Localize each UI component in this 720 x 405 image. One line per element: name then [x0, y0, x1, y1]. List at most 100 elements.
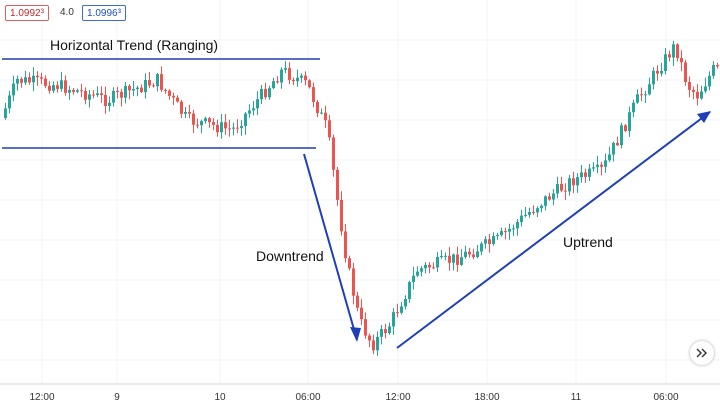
candle-up	[636, 94, 639, 103]
candle-up	[708, 75, 711, 87]
sell-price-button[interactable]: 1.0992³	[5, 5, 49, 21]
candle-down	[228, 128, 231, 130]
candle-up	[480, 243, 483, 252]
candle-up	[540, 205, 543, 209]
candle-down	[360, 307, 363, 320]
uptrend-label: Uptrend	[563, 234, 613, 250]
candle-up	[268, 88, 271, 98]
candle-down	[168, 90, 171, 96]
candle-down	[428, 264, 431, 268]
uptrend-arrow	[396, 111, 711, 349]
uptrend-arrowhead	[697, 111, 711, 123]
candle-up	[452, 254, 455, 263]
candle-down	[36, 75, 39, 78]
candle-down	[264, 88, 267, 98]
candle-up	[652, 70, 655, 85]
candle-down	[340, 199, 343, 232]
candle-down	[188, 111, 191, 114]
candle-up	[604, 160, 607, 167]
scroll-to-realtime-button[interactable]	[690, 341, 714, 365]
candle-up	[112, 90, 115, 103]
candle-up	[296, 77, 299, 82]
candle-up	[376, 336, 379, 351]
candle-up	[464, 251, 467, 258]
candle-down	[176, 97, 179, 102]
candle-up	[576, 177, 579, 186]
candle-up	[476, 251, 479, 257]
candle-down	[104, 95, 107, 106]
candle-up	[556, 183, 559, 194]
candle-up	[620, 125, 623, 146]
candle-up	[704, 86, 707, 92]
candle-up	[88, 94, 91, 100]
candle-up	[512, 228, 515, 230]
x-tick-label: 06:00	[295, 392, 320, 403]
candle-down	[396, 312, 399, 314]
candle-up	[132, 89, 135, 91]
candle-up	[240, 126, 243, 129]
candle-up	[220, 122, 223, 133]
candle-up	[520, 215, 523, 222]
candle-up	[420, 268, 423, 272]
candle-up	[524, 214, 527, 216]
downtrend-label: Downtrend	[256, 248, 324, 264]
candle-up	[280, 69, 283, 83]
candle-down	[348, 258, 351, 269]
candle-up	[388, 326, 391, 334]
candle-up	[436, 257, 439, 268]
candle-down	[624, 125, 627, 131]
candle-up	[592, 167, 595, 169]
candle-up	[568, 178, 571, 192]
candle-down	[192, 113, 195, 125]
candle-down	[372, 340, 375, 351]
candle-up	[700, 91, 703, 99]
candle-up	[68, 90, 71, 93]
candle-up	[424, 264, 427, 269]
double-chevron-right-icon	[696, 348, 707, 358]
candle-up	[544, 196, 547, 206]
candle-down	[368, 335, 371, 341]
candle-down	[468, 251, 471, 255]
candle-down	[668, 54, 671, 58]
candle-down	[308, 80, 311, 88]
x-tick-label: 18:00	[474, 392, 499, 403]
candle-up	[404, 299, 407, 307]
candle-down	[236, 127, 239, 129]
candle-down	[676, 44, 679, 58]
candle-up	[244, 113, 247, 127]
downtrend-arrowhead	[350, 327, 361, 342]
candle-up	[184, 111, 187, 114]
x-tick-label: 9	[114, 392, 120, 403]
candle-up	[156, 74, 159, 87]
candle-up	[712, 65, 715, 76]
candle-up	[508, 228, 511, 232]
candle-up	[408, 282, 411, 299]
candle-up	[284, 68, 287, 70]
candle-down	[316, 101, 319, 114]
candle-up	[272, 81, 275, 89]
downtrend-arrow	[303, 153, 358, 341]
candle-down	[324, 112, 327, 121]
candle-down	[160, 74, 163, 90]
annotations: Horizontal Trend (Ranging) Downtrend Upt…	[2, 37, 711, 349]
candle-down	[64, 80, 67, 93]
candle-up	[200, 121, 203, 126]
candle-down	[140, 87, 143, 92]
candle-down	[456, 254, 459, 265]
candle-up	[136, 87, 139, 89]
candle-up	[460, 257, 463, 265]
candle-up	[204, 118, 207, 122]
candle-up	[12, 83, 15, 96]
candle-down	[688, 82, 691, 90]
candle-up	[632, 102, 635, 113]
buy-price-button[interactable]: 1.0996³	[82, 5, 126, 21]
candle-up	[124, 85, 127, 98]
candle-down	[120, 92, 123, 98]
candle-up	[300, 75, 303, 78]
candle-up	[96, 93, 99, 96]
candle-up	[492, 236, 495, 245]
candle-up	[260, 88, 263, 100]
candle-up	[248, 110, 251, 114]
candle-down	[212, 122, 215, 125]
candle-up	[612, 142, 615, 155]
